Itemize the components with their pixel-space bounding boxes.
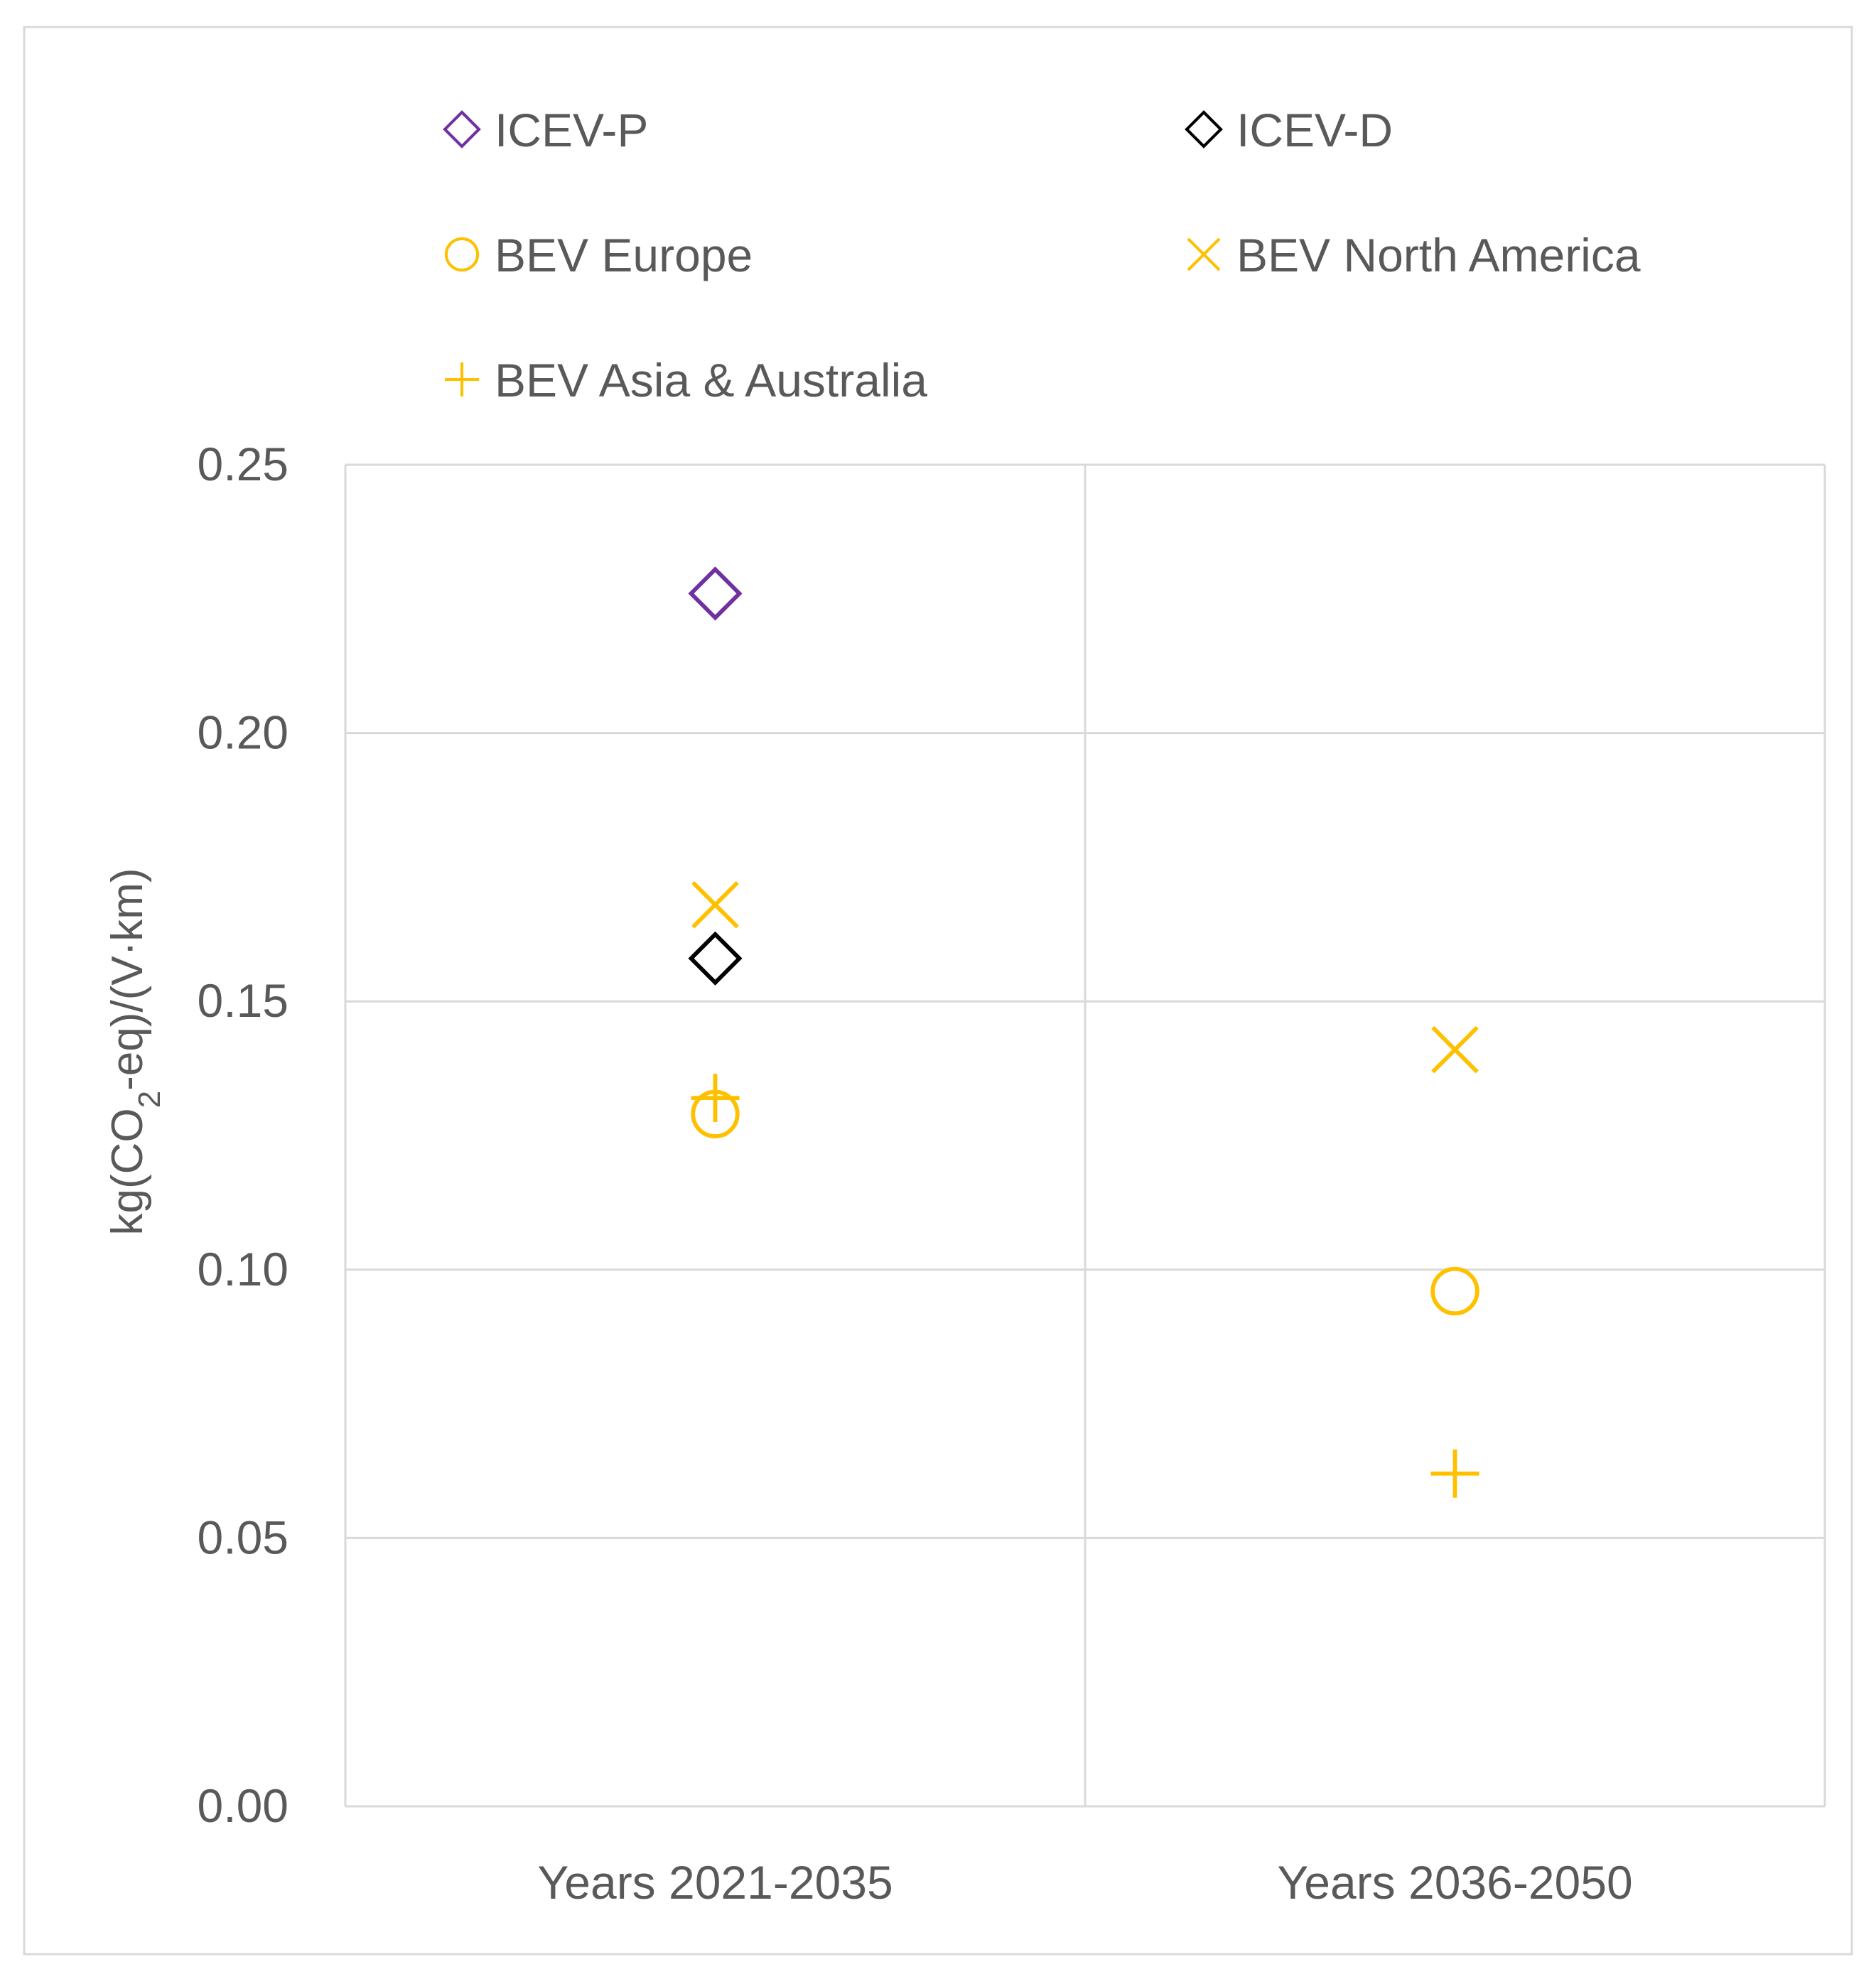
legend-marker-bev-north-america [1187, 237, 1221, 271]
y-axis-title: kg(CO2-eq)/(V·km) [103, 868, 167, 1235]
legend-item-bev-europe: BEV Europe [444, 229, 753, 281]
legend: ICEV-P ICEV-D BEV Europe BEV North America B… [443, 104, 1641, 406]
legend-label: BEV North America [1236, 229, 1641, 281]
point-bev-north-america [691, 880, 739, 929]
outer-border [23, 26, 1853, 1956]
data-points [688, 566, 1479, 1498]
legend-marker-bev-asia-australia [445, 362, 479, 397]
x-tick-label: Years 2036-2050 [1277, 1856, 1632, 1909]
legend-marker-icev-d [1185, 110, 1223, 149]
gridlines [344, 463, 1826, 1808]
point-icev-d [688, 931, 743, 986]
point-bev-asia-australia [1430, 1449, 1479, 1498]
point-bev-asia-australia [691, 1074, 740, 1123]
axes: 0.00 0.05 0.10 0.15 0.20 0.25 Years 2021-2035 Y… [198, 438, 1633, 1909]
legend-item-bev-asia-australia: BEV Asia & Australia [445, 354, 927, 406]
legend-marker-icev-p [443, 110, 481, 149]
legend-item-icev-d: ICEV-D [1185, 104, 1393, 156]
y-tick-label: 0.20 [198, 706, 289, 759]
y-tick-label: 0.05 [198, 1511, 289, 1563]
legend-label: BEV Asia & Australia [495, 354, 927, 406]
y-tick-label: 0.00 [198, 1779, 289, 1832]
point-icev-p [688, 566, 743, 621]
legend-item-bev-north-america: BEV North America [1187, 229, 1641, 281]
point-bev-north-america [1431, 1025, 1479, 1074]
legend-label: ICEV-P [495, 104, 648, 156]
point-bev-europe [1430, 1266, 1479, 1316]
y-tick-label: 0.10 [198, 1243, 289, 1295]
y-tick-label: 0.15 [198, 974, 289, 1027]
legend-marker-bev-europe [444, 237, 480, 272]
y-tick-label: 0.25 [198, 438, 289, 490]
legend-label: BEV Europe [495, 229, 753, 281]
legend-item-icev-p: ICEV-P [443, 104, 648, 156]
x-tick-label: Years 2021-2035 [537, 1856, 893, 1909]
legend-label: ICEV-D [1236, 104, 1393, 156]
